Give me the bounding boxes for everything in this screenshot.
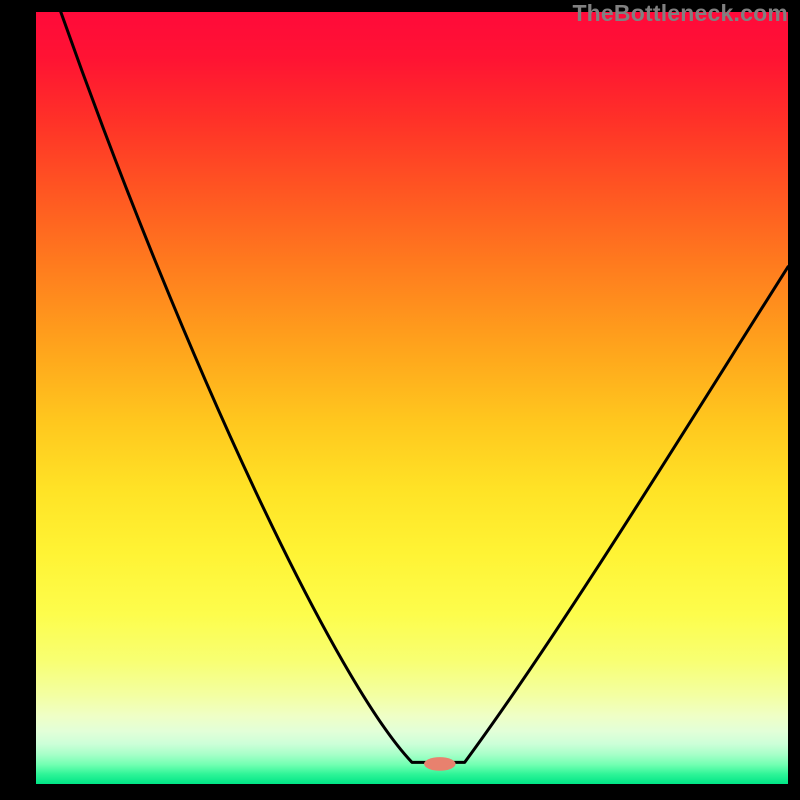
chart-stage: TheBottleneck.com (0, 0, 800, 800)
plot-svg (36, 12, 788, 784)
watermark-label: TheBottleneck.com (572, 0, 788, 27)
optimal-marker (424, 757, 456, 771)
gradient-background (36, 12, 788, 784)
